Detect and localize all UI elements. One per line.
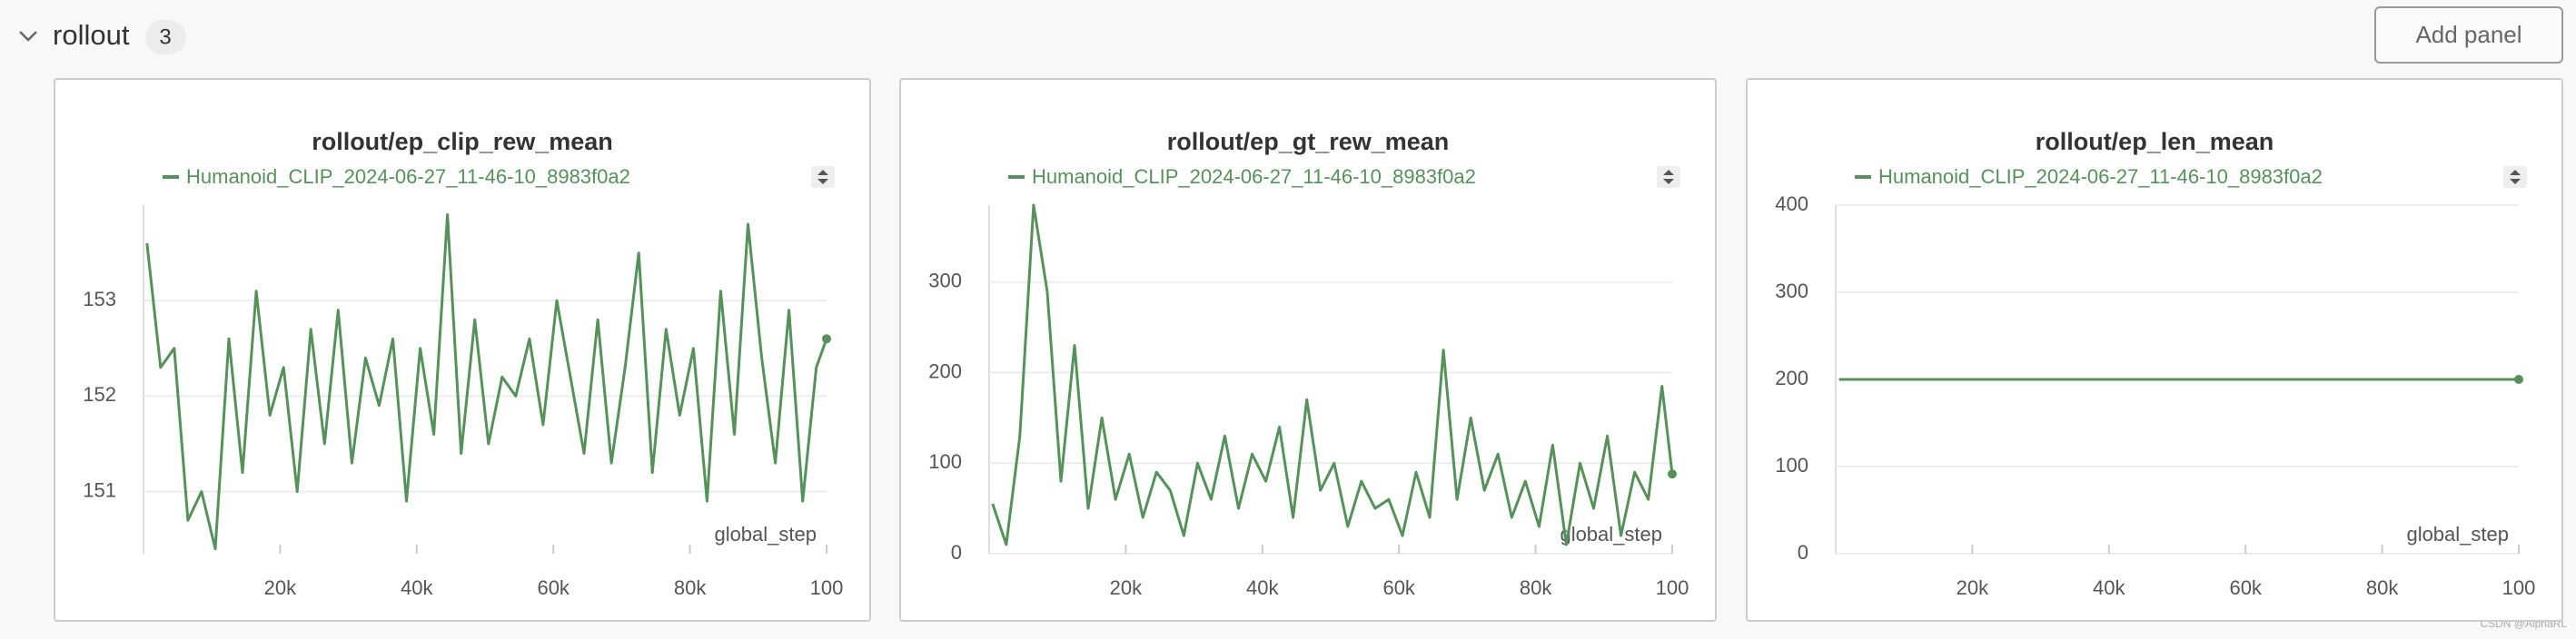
y-tick-label: 100 [1775, 454, 1808, 477]
legend-toggle-icon[interactable] [2510, 170, 2521, 184]
y-tick-label: 400 [1775, 192, 1808, 215]
x-tick-label: 100 [810, 576, 844, 599]
x-tick-label: 80k [674, 576, 707, 599]
x-tick-label: 60k [2229, 576, 2262, 599]
legend-toggle[interactable] [2503, 166, 2527, 188]
panel [54, 78, 871, 622]
x-tick-label: 60k [1382, 576, 1415, 599]
end-dot [1668, 469, 1677, 479]
legend-label[interactable]: Humanoid_CLIP_2024-06-27_11-46-10_8983f0… [1032, 165, 1476, 188]
y-tick-label: 100 [928, 450, 962, 473]
y-tick-label: 151 [83, 478, 116, 501]
x-tick-label: 20k [1110, 576, 1143, 599]
x-tick-label: 80k [1520, 576, 1552, 599]
panel [899, 78, 1717, 622]
series-line [991, 203, 1674, 546]
legend-label[interactable]: Humanoid_CLIP_2024-06-27_11-46-10_8983f0… [1878, 165, 2323, 188]
legend-toggle-icon[interactable] [817, 170, 828, 184]
chart-title: rollout/ep_gt_rew_mean [1167, 128, 1450, 155]
x-axis-label: global_step [1560, 523, 1662, 546]
x-axis-label: global_step [2406, 523, 2509, 546]
x-tick-label: 20k [264, 576, 297, 599]
panel [1746, 78, 2563, 622]
y-tick-label: 300 [1775, 280, 1808, 302]
x-tick-label: 20k [1957, 576, 1989, 599]
legend-toggle[interactable] [811, 166, 835, 188]
y-tick-label: 152 [83, 383, 116, 406]
y-tick-label: 0 [1798, 541, 1808, 564]
add-panel-label[interactable]: Add panel [2415, 21, 2522, 48]
add-panel-button[interactable] [2374, 6, 2563, 64]
x-tick-label: 80k [2366, 576, 2399, 599]
legend-toggle-icon[interactable] [1663, 170, 1674, 184]
x-axis-label: global_step [714, 523, 817, 546]
end-dot [2514, 375, 2523, 384]
x-tick-label: 60k [537, 576, 570, 599]
x-tick-label: 40k [2093, 576, 2125, 599]
y-tick-label: 153 [83, 288, 116, 310]
chart-title: rollout/ep_clip_rew_mean [312, 128, 613, 155]
section-count: 3 [159, 25, 171, 49]
chart-title: rollout/ep_len_mean [2036, 128, 2274, 155]
y-tick-label: 300 [928, 270, 962, 292]
end-dot [822, 334, 831, 344]
legend-label[interactable]: Humanoid_CLIP_2024-06-27_11-46-10_8983f0… [186, 165, 630, 188]
collapse-chevron[interactable] [19, 31, 37, 42]
y-tick-label: 200 [1775, 367, 1808, 389]
x-tick-label: 100 [2502, 576, 2536, 599]
series-line [145, 213, 828, 551]
section-title: rollout [53, 19, 130, 51]
x-tick-label: 100 [1656, 576, 1689, 599]
y-tick-label: 200 [928, 359, 962, 382]
x-tick-label: 40k [401, 576, 433, 599]
legend-toggle[interactable] [1657, 166, 1680, 188]
count-badge [145, 20, 186, 54]
y-tick-label: 0 [951, 541, 962, 564]
x-tick-label: 40k [1246, 576, 1279, 599]
